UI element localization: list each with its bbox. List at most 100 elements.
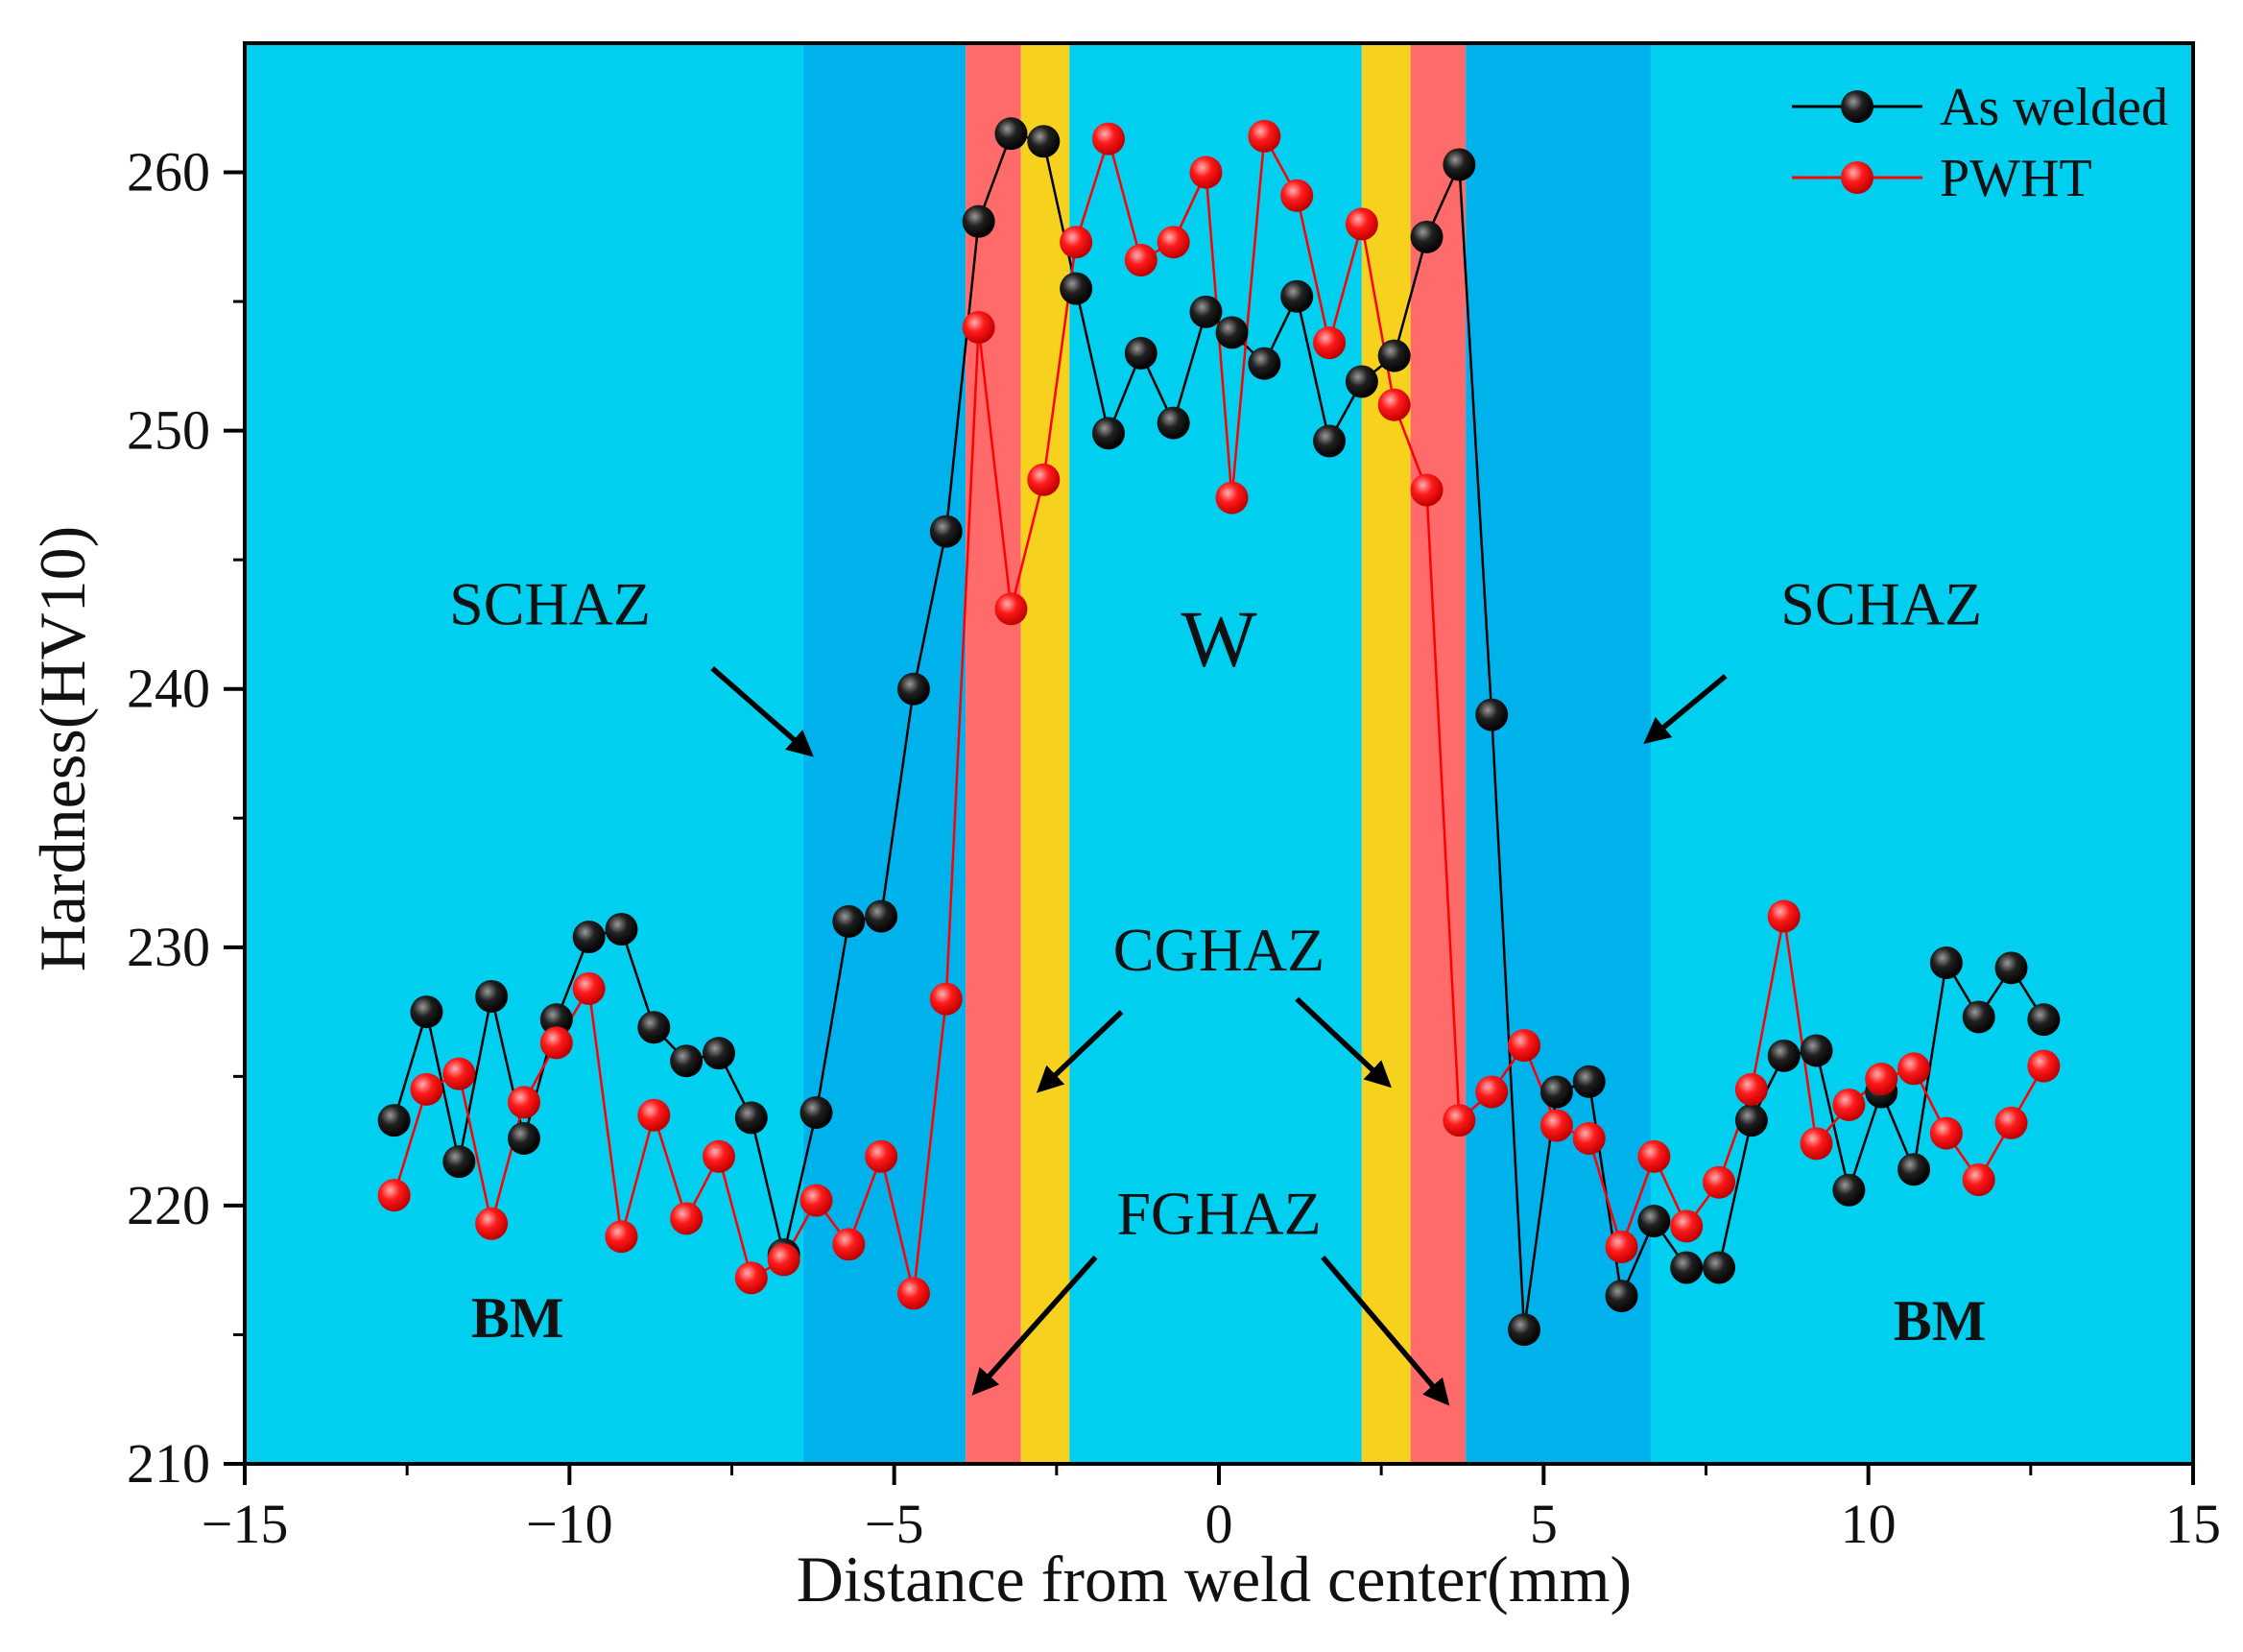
pwht-point: [1027, 463, 1061, 496]
as-welded-point: [1670, 1251, 1704, 1284]
pwht-point: [1248, 119, 1281, 153]
as-welded-point: [539, 1003, 573, 1037]
pwht-point: [1832, 1088, 1866, 1121]
as-welded-point: [896, 672, 930, 706]
pwht-point: [1734, 1072, 1768, 1106]
legend: As welded PWHT: [1792, 78, 2168, 208]
as-welded-point: [377, 1104, 411, 1137]
legend-marker-pwht: [1841, 161, 1873, 194]
as-welded-point: [572, 921, 606, 954]
as-welded-point: [1410, 220, 1444, 253]
as-welded-point: [1027, 125, 1061, 158]
pwht-point: [1605, 1230, 1638, 1263]
pwht-point: [1767, 899, 1801, 933]
as-welded-point: [507, 1121, 540, 1155]
pwht-point: [767, 1243, 800, 1277]
as-welded-point: [1832, 1173, 1866, 1207]
pwht-point: [929, 982, 963, 1016]
x-tick-label: −5: [865, 1493, 924, 1555]
series-points: [377, 117, 2061, 1347]
pwht-point: [1572, 1121, 1606, 1155]
zone-band-cghaz: [1361, 43, 1411, 1464]
pwht-point: [442, 1057, 476, 1090]
cghaz-right-arrow: [1295, 996, 1392, 1089]
schaz-right-arrow: [1643, 674, 1728, 745]
pwht-point: [475, 1207, 509, 1240]
as-welded-point: [1124, 336, 1157, 370]
x-tick-label: −15: [202, 1493, 289, 1555]
label-schaz-right: SCHAZ: [1780, 569, 1982, 637]
pwht-point: [507, 1086, 540, 1119]
schaz-left-arrow: [710, 666, 814, 757]
as-welded-point: [1091, 417, 1125, 450]
as-welded-point: [994, 117, 1028, 151]
pwht-point: [1189, 156, 1223, 189]
as-welded-point: [410, 995, 443, 1029]
as-welded-point: [702, 1037, 735, 1070]
cghaz-left-arrow: [1036, 1010, 1124, 1093]
pwht-point: [832, 1228, 866, 1261]
legend-label-pwht: PWHT: [1940, 149, 2092, 208]
fghaz-right-arrow: [1321, 1255, 1450, 1406]
as-welded-point: [1157, 406, 1190, 440]
y-tick-label: 210: [127, 1432, 210, 1495]
as-welded-point: [1508, 1313, 1541, 1347]
pwht-point: [734, 1261, 768, 1295]
as-welded-point: [1637, 1205, 1671, 1238]
as-welded-point: [1605, 1280, 1638, 1313]
as-welded-point: [1443, 148, 1476, 181]
as-welded-point: [1962, 1000, 1995, 1034]
legend-label-as-welded: As welded: [1940, 78, 2168, 137]
zone-band-schaz: [802, 43, 966, 1464]
as-welded-point: [929, 515, 963, 548]
x-axis: −15 −10 −5 0 5 10 15: [202, 1464, 2221, 1555]
label-fghaz: FGHAZ: [1116, 1180, 1321, 1248]
pwht-point: [2027, 1049, 2061, 1083]
x-tick-label: 0: [1205, 1493, 1233, 1555]
pwht-point: [1157, 226, 1190, 259]
pwht-point: [962, 311, 995, 344]
pwht-point: [1929, 1116, 1963, 1150]
pwht-point: [1280, 179, 1314, 212]
pwht-point: [1865, 1063, 1898, 1096]
pwht-point: [994, 592, 1028, 626]
pwht-point: [1897, 1052, 1931, 1086]
pwht-point: [1377, 388, 1411, 421]
pwht-point: [896, 1277, 930, 1310]
pwht-point: [702, 1139, 735, 1173]
as-welded-point: [1897, 1153, 1931, 1186]
y-axis: 210 220 230 240 250 260: [127, 141, 245, 1495]
pwht-point: [865, 1139, 898, 1173]
as-welded-point: [1189, 295, 1223, 328]
zone-band-w: [1069, 43, 1362, 1464]
zone-labels: SCHAZ SCHAZ W CGHAZ FGHAZ BM BM: [449, 569, 1986, 1352]
as-welded-point: [1994, 951, 2028, 985]
as-welded-point: [1475, 698, 1509, 731]
zone-band-schaz: [1466, 43, 1651, 1464]
as-welded-point: [637, 1011, 671, 1044]
as-welded-point: [1767, 1039, 1801, 1072]
pwht-point: [1508, 1029, 1541, 1063]
pwht-point: [1091, 122, 1125, 156]
as-welded-point: [962, 204, 995, 238]
label-schaz-left: SCHAZ: [449, 569, 651, 637]
x-tick-label: 5: [1530, 1493, 1558, 1555]
pwht-point: [1637, 1139, 1671, 1173]
pwht-point: [1060, 226, 1093, 259]
pwht-point: [1703, 1165, 1736, 1199]
as-welded-point: [1345, 365, 1378, 398]
as-welded-point: [2027, 1003, 2061, 1037]
pwht-point: [1800, 1127, 1833, 1161]
as-welded-point: [1280, 279, 1314, 313]
as-welded-point: [865, 899, 898, 933]
pwht-point: [637, 1098, 671, 1132]
as-welded-point: [832, 904, 866, 938]
zone-band-cghaz: [1020, 43, 1070, 1464]
pwht-point: [1443, 1104, 1476, 1137]
pwht-point: [605, 1220, 638, 1254]
pwht-point: [1475, 1075, 1509, 1109]
y-axis-title: Hardness(HV10): [26, 526, 99, 972]
as-welded-point: [1539, 1075, 1573, 1109]
pwht-point: [1215, 481, 1249, 515]
